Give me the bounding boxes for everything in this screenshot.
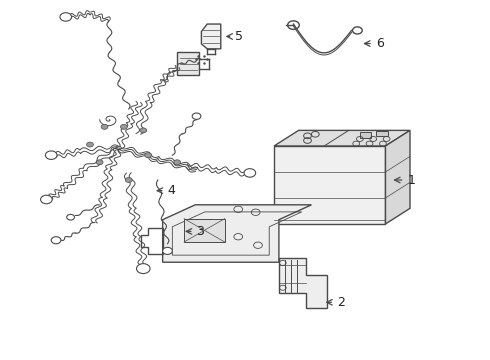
Bar — [376, 131, 388, 136]
Circle shape — [87, 142, 94, 147]
Text: 2: 2 — [327, 296, 345, 309]
Circle shape — [51, 237, 61, 244]
Bar — [360, 132, 371, 138]
Text: 1: 1 — [394, 174, 415, 186]
Circle shape — [125, 177, 132, 183]
Text: 6: 6 — [365, 37, 384, 50]
Polygon shape — [386, 130, 410, 224]
Circle shape — [96, 160, 103, 165]
Bar — [184, 219, 225, 242]
Circle shape — [101, 124, 108, 129]
Circle shape — [140, 128, 147, 133]
Circle shape — [41, 195, 52, 204]
Polygon shape — [274, 130, 410, 146]
Circle shape — [137, 264, 150, 274]
Circle shape — [67, 215, 74, 220]
Circle shape — [60, 13, 72, 21]
Circle shape — [163, 247, 172, 255]
Circle shape — [121, 124, 127, 129]
Text: 3: 3 — [186, 225, 204, 238]
Polygon shape — [201, 24, 221, 49]
Polygon shape — [274, 146, 386, 224]
Polygon shape — [279, 258, 327, 307]
Circle shape — [46, 151, 57, 159]
Text: 4: 4 — [157, 184, 175, 197]
Circle shape — [192, 113, 201, 120]
Bar — [177, 53, 199, 76]
Circle shape — [244, 168, 256, 177]
Polygon shape — [163, 205, 312, 262]
Text: 5: 5 — [227, 30, 244, 43]
Circle shape — [145, 153, 151, 158]
Circle shape — [174, 160, 181, 165]
